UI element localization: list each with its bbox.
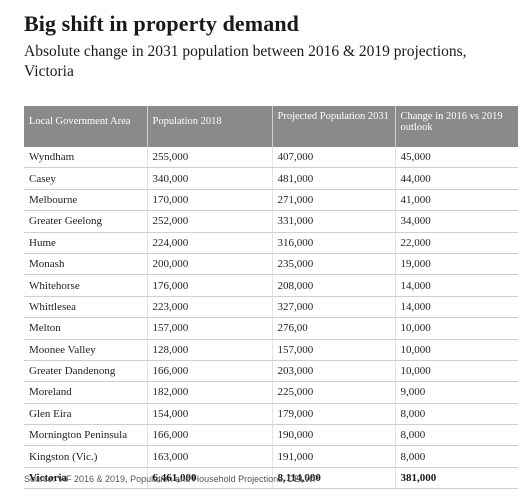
column-header-area: Local Government Area	[24, 106, 148, 147]
population-2018-cell: 176,000	[147, 274, 273, 297]
population-2018-cell: 163,000	[147, 445, 273, 468]
projected-2031-cell: 191,000	[272, 445, 396, 468]
projected-2031-cell: 190,000	[272, 424, 396, 447]
table-row: Moonee Valley 128,000 157,000 10,000	[24, 339, 518, 361]
projected-2031-cell: 316,000	[272, 232, 396, 254]
change-cell: 34,000	[395, 210, 518, 233]
table-row: Whittlesea 223,000 327,000 14,000	[24, 296, 518, 319]
population-2018-cell: 252,000	[147, 210, 273, 233]
change-cell: 10,000	[395, 317, 518, 340]
table-row: Moreland 182,000 225,000 9,000	[24, 381, 518, 404]
change-cell: 8,000	[395, 424, 518, 447]
projected-2031-cell: 203,000	[272, 360, 396, 383]
population-2018-cell: 255,000	[147, 147, 273, 169]
table-row: Greater Geelong 252,000 331,000 34,000	[24, 210, 518, 233]
table-row: Wyndham 255,000 407,000 45,000	[24, 147, 518, 169]
table-row: Monash 200,000 235,000 19,000	[24, 253, 518, 276]
population-2018-cell: 340,000	[147, 167, 273, 190]
page-subtitle: Absolute change in 2031 population betwe…	[24, 43, 467, 80]
area-cell: Melbourne	[24, 189, 148, 212]
area-cell: Whittlesea	[24, 296, 148, 319]
column-header-population-2018: Population 2018	[147, 106, 273, 147]
projected-2031-cell: 157,000	[272, 339, 396, 361]
projected-2031-cell: 276,00	[272, 317, 396, 340]
population-2018-cell: 200,000	[147, 253, 273, 276]
population-2018-cell: 223,000	[147, 296, 273, 319]
projected-2031-cell: 208,000	[272, 274, 396, 297]
table-row: Kingston (Vic.) 163,000 191,000 8,000	[24, 445, 518, 468]
change-cell: 8,000	[395, 403, 518, 426]
projected-2031-cell: 235,000	[272, 253, 396, 276]
column-header-projected-2031: Projected Population 2031	[272, 106, 396, 147]
projected-2031-cell: 331,000	[272, 210, 396, 233]
total-area-cell: Victoria	[24, 467, 148, 490]
population-2018-cell: 182,000	[147, 381, 273, 404]
change-cell: 41,000	[395, 189, 518, 212]
projected-2031-cell: 481,000	[272, 167, 396, 190]
projected-2031-cell: 225,000	[272, 381, 396, 404]
population-2018-cell: 166,000	[147, 424, 273, 447]
table-row: Glen Eira 154,000 179,000 8,000	[24, 403, 518, 426]
population-2018-cell: 157,000	[147, 317, 273, 340]
source-note: Source: VIF 2016 & 2019, Population and …	[24, 474, 320, 484]
area-cell: Moonee Valley	[24, 339, 148, 361]
area-cell: Moreland	[24, 381, 148, 404]
change-cell: 44,000	[395, 167, 518, 190]
change-cell: 22,000	[395, 232, 518, 254]
change-cell: 10,000	[395, 339, 518, 361]
area-cell: Mornington Peninsula	[24, 424, 148, 447]
change-cell: 14,000	[395, 274, 518, 297]
total-population-2018-cell: 6,461,000	[147, 467, 273, 490]
population-2018-cell: 224,000	[147, 232, 273, 254]
area-cell: Whitehorse	[24, 274, 148, 297]
population-table: Local Government Area Population 2018 Pr…	[24, 106, 518, 490]
table-body: Wyndham 255,000 407,000 45,000 Casey 340,000 4…	[24, 147, 518, 490]
column-header-change: Change in 2016 vs 2019 outlook	[395, 106, 518, 147]
change-cell: 14,000	[395, 296, 518, 319]
table-row: Melton 157,000 276,00 10,000	[24, 317, 518, 340]
chart-container: Big shift in property demand Absolute ch…	[24, 0, 518, 490]
area-cell: Casey	[24, 167, 148, 190]
change-cell: 8,000	[395, 445, 518, 468]
area-cell: Glen Eira	[24, 403, 148, 426]
change-cell: 9,000	[395, 381, 518, 404]
area-cell: Kingston (Vic.)	[24, 445, 148, 468]
table-row: Hume 224,000 316,000 22,000	[24, 232, 518, 254]
change-cell: 19,000	[395, 253, 518, 276]
table-row: Mornington Peninsula 166,000 190,000 8,000	[24, 424, 518, 447]
table-row: Whitehorse 176,000 208,000 14,000	[24, 274, 518, 297]
area-cell: Melton	[24, 317, 148, 340]
area-cell: Greater Geelong	[24, 210, 148, 233]
table-header-row: Local Government Area Population 2018 Pr…	[24, 106, 518, 147]
area-cell: Greater Dandenong	[24, 360, 148, 383]
projected-2031-cell: 271,000	[272, 189, 396, 212]
population-2018-cell: 170,000	[147, 189, 273, 212]
change-cell: 45,000	[395, 147, 518, 169]
total-row: Victoria 6,461,000 8,114,000 381,000	[24, 467, 518, 490]
projected-2031-cell: 327,000	[272, 296, 396, 319]
area-cell: Monash	[24, 253, 148, 276]
population-2018-cell: 128,000	[147, 339, 273, 361]
table-header: Local Government Area Population 2018 Pr…	[24, 106, 518, 147]
projected-2031-cell: 407,000	[272, 147, 396, 169]
table-row: Casey 340,000 481,000 44,000	[24, 167, 518, 190]
area-cell: Wyndham	[24, 147, 148, 169]
area-cell: Hume	[24, 232, 148, 254]
table-row: Melbourne 170,000 271,000 41,000	[24, 189, 518, 212]
total-projected-2031-cell: 8,114,000	[272, 467, 396, 490]
total-change-cell: 381,000	[395, 467, 518, 490]
change-cell: 10,000	[395, 360, 518, 383]
population-2018-cell: 166,000	[147, 360, 273, 383]
page-title: Big shift in property demand	[24, 11, 299, 36]
population-2018-cell: 154,000	[147, 403, 273, 426]
projected-2031-cell: 179,000	[272, 403, 396, 426]
table-row: Greater Dandenong 166,000 203,000 10,000	[24, 360, 518, 383]
